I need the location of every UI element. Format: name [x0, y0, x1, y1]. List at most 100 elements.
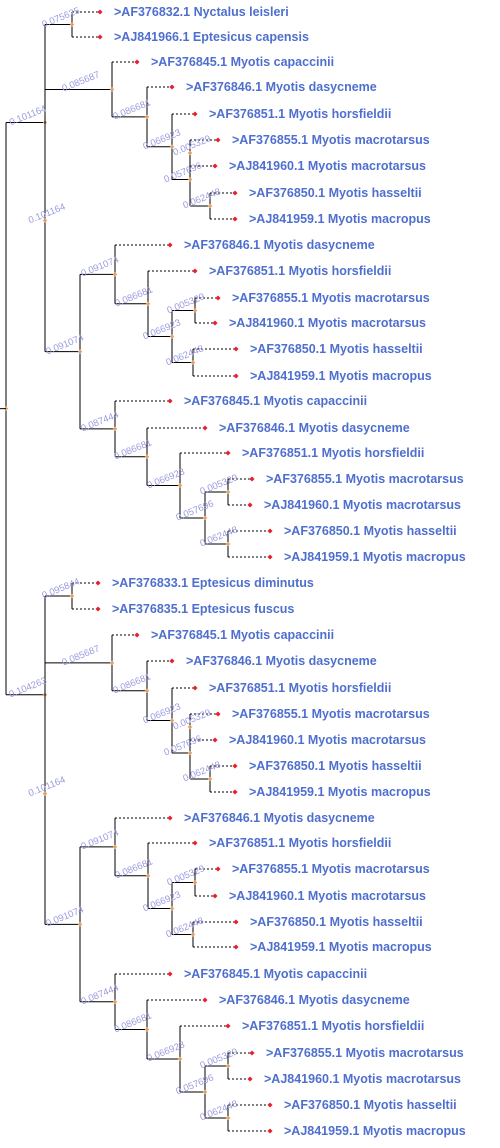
node-marker [202, 515, 208, 521]
leaf-label[interactable]: >AF376855.1 Myotis macrotarsus [232, 133, 430, 147]
leaf-label[interactable]: >AF376846.1 Myotis dasycneme [219, 993, 410, 1007]
leaf-marker [225, 450, 231, 456]
leaf-label[interactable]: >AJ841959.1 Myotis macropus [249, 785, 431, 799]
leaf-label[interactable]: >AF376851.1 Myotis horsfieldii [209, 681, 392, 695]
leaf-label[interactable]: >AF376850.1 Myotis hasseltii [284, 524, 457, 538]
leaf-label[interactable]: >AF376846.1 Myotis dasycneme [184, 811, 375, 825]
leaf-marker [267, 554, 273, 560]
leaf-marker [192, 268, 198, 274]
leaf-marker [167, 971, 173, 977]
leaf-marker [192, 685, 198, 691]
leaf-marker [97, 9, 103, 15]
leaf-label[interactable]: >AF376846.1 Myotis dasycneme [219, 421, 410, 435]
node-marker [144, 114, 150, 120]
leaf-label[interactable]: >AJ841960.1 Myotis macrotarsus [229, 316, 426, 330]
node-marker [144, 1027, 150, 1032]
leaf-label[interactable]: >AF376851.1 Myotis horsfieldii [209, 107, 392, 121]
leaf-marker [95, 580, 101, 586]
leaf-label[interactable]: >AF376846.1 Myotis dasycneme [184, 238, 375, 252]
leaf-marker [169, 84, 175, 90]
node-marker [145, 301, 151, 307]
node-marker [190, 932, 196, 937]
node-marker [177, 1056, 183, 1062]
leaf-label[interactable]: >AJ841960.1 Myotis macrotarsus [229, 159, 426, 173]
leaf-marker [212, 737, 218, 743]
leaf-label[interactable]: >AF376855.1 Myotis macrotarsus [232, 707, 430, 721]
leaf-label[interactable]: >AF376850.1 Myotis hasseltii [250, 915, 423, 929]
leaf-label[interactable]: >AF376846.1 Myotis dasycneme [186, 80, 377, 94]
leaf-label[interactable]: >AF376845.1 Myotis capaccinii [151, 628, 335, 642]
leaf-label[interactable]: >AF376855.1 Myotis macrotarsus [266, 472, 464, 486]
leaf-marker [215, 137, 221, 143]
node-marker [187, 750, 193, 756]
node-marker [225, 1115, 231, 1121]
leaf-label[interactable]: >AF376850.1 Myotis hasseltii [249, 759, 422, 773]
leaf-label[interactable]: >AF376850.1 Myotis hasseltii [284, 1098, 457, 1112]
leaf-label[interactable]: >AJ841959.1 Myotis macropus [284, 550, 466, 564]
leaf-label[interactable]: >AJ841960.1 Myotis macrotarsus [229, 889, 426, 903]
leaf-marker [212, 893, 218, 899]
leaf-label[interactable]: >AJ841966.1 Eptesicus capensis [114, 30, 309, 44]
node-marker [69, 22, 75, 27]
leaf-label[interactable]: >AF376850.1 Myotis hasseltii [249, 186, 422, 200]
leaf-label[interactable]: >AF376845.1 Myotis capaccinii [151, 55, 335, 69]
leaf-marker [267, 1102, 273, 1108]
leaf-label[interactable]: >AF376851.1 Myotis horsfieldii [209, 264, 392, 278]
leaf-marker [232, 789, 238, 795]
leaf-label[interactable]: >AJ841960.1 Myotis macrotarsus [229, 733, 426, 747]
node-marker [192, 880, 198, 885]
node-marker [169, 906, 175, 911]
leaf-label[interactable]: >AJ841959.1 Myotis macropus [249, 212, 431, 226]
leaf-label[interactable]: >AF376855.1 Myotis macrotarsus [232, 862, 430, 876]
node-marker [207, 203, 213, 209]
leaf-marker [233, 944, 239, 950]
leaf-marker [215, 866, 221, 872]
leaf-label[interactable]: >AJ841960.1 Myotis macrotarsus [264, 1072, 461, 1086]
node-marker [225, 1063, 231, 1069]
node-marker [192, 308, 198, 313]
node-marker [190, 360, 196, 365]
leaf-marker [167, 815, 173, 821]
node-marker [207, 776, 213, 782]
leaf-marker [212, 320, 218, 326]
leaf-label[interactable]: >AF376845.1 Myotis capaccinii [184, 394, 368, 408]
node-marker [109, 87, 115, 92]
node-marker [77, 922, 83, 927]
leaf-marker [232, 216, 238, 222]
leaf-marker [97, 34, 103, 40]
leaf-label[interactable]: >AF376855.1 Myotis macrotarsus [266, 1046, 464, 1060]
leaf-label[interactable]: >AF376851.1 Myotis horsfieldii [242, 446, 425, 460]
leaf-label[interactable]: >AF376851.1 Myotis horsfieldii [209, 836, 392, 850]
leaf-marker [249, 1050, 255, 1056]
leaf-marker [225, 1023, 231, 1029]
leaf-label[interactable]: >AJ841959.1 Myotis macropus [250, 940, 432, 954]
leaf-label[interactable]: >AJ841960.1 Myotis macrotarsus [264, 498, 461, 512]
leaf-marker [167, 242, 173, 248]
leaf-marker [267, 1128, 273, 1134]
node-marker [169, 334, 175, 339]
leaf-marker [95, 606, 101, 612]
leaf-label[interactable]: >AF376833.1 Eptesicus diminutus [112, 576, 314, 590]
leaf-label[interactable]: >AF376835.1 Eptesicus fuscus [112, 602, 295, 616]
leaf-marker [202, 997, 208, 1003]
leaf-label[interactable]: >AF376832.1 Nyctalus leisleri [114, 5, 289, 19]
leaf-marker [233, 373, 239, 379]
leaf-marker [247, 502, 253, 508]
leaf-label[interactable]: >AJ841959.1 Myotis macropus [250, 369, 432, 383]
leaf-marker [215, 711, 221, 717]
leaf-label[interactable]: >AJ841959.1 Myotis macropus [284, 1124, 466, 1138]
leaf-label[interactable]: >AF376845.1 Myotis capaccinii [184, 967, 368, 981]
leaf-marker [233, 919, 239, 925]
node-marker [177, 483, 183, 488]
node-marker [202, 1089, 208, 1095]
leaf-marker [202, 425, 208, 431]
node-marker [144, 454, 150, 460]
node-marker [69, 593, 75, 599]
leaf-label[interactable]: >AF376851.1 Myotis horsfieldii [242, 1019, 425, 1033]
leaf-marker [167, 398, 173, 404]
leaf-label[interactable]: >AF376850.1 Myotis hasseltii [250, 342, 423, 356]
leaf-label[interactable]: >AF376855.1 Myotis macrotarsus [232, 291, 430, 305]
leaf-label[interactable]: >AF376846.1 Myotis dasycneme [186, 654, 377, 668]
